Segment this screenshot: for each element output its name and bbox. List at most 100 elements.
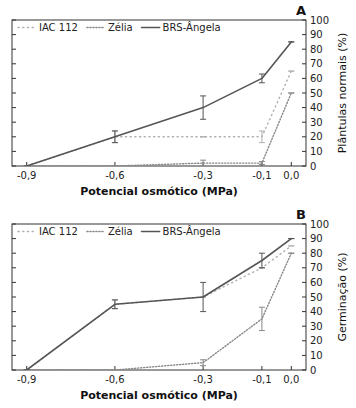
x-tick bbox=[291, 162, 292, 166]
legend-label: Zélia bbox=[108, 226, 133, 237]
y-tick bbox=[302, 93, 306, 94]
y-tick bbox=[12, 340, 16, 341]
series-line bbox=[27, 71, 292, 166]
y-tick bbox=[302, 34, 306, 35]
panel: -0,9-0,6-0,3-0,10,0010203040506070809010… bbox=[12, 207, 349, 402]
y-tick bbox=[12, 20, 16, 21]
y-tick bbox=[12, 238, 16, 239]
x-axis-label: Potencial osmótico (MPa) bbox=[80, 185, 238, 198]
panel-title: B bbox=[296, 207, 306, 222]
y-tick-label: 70 bbox=[310, 58, 323, 69]
y-tick-label: 100 bbox=[310, 219, 329, 230]
y-tick bbox=[302, 20, 306, 21]
y-tick bbox=[12, 49, 16, 50]
series bbox=[24, 93, 295, 166]
x-tick-label: 0,0 bbox=[283, 170, 299, 181]
panel-title: A bbox=[296, 3, 306, 18]
y-tick bbox=[302, 78, 306, 79]
x-tick bbox=[261, 366, 262, 370]
legend: IAC 112 Zélia BRS-Ângela bbox=[18, 225, 221, 237]
y-tick-label: 0 bbox=[310, 161, 316, 172]
legend-swatch bbox=[18, 27, 36, 28]
y-tick bbox=[302, 166, 306, 167]
legend-label: BRS-Ângela bbox=[163, 225, 221, 237]
y-tick bbox=[302, 49, 306, 50]
y-tick bbox=[12, 34, 16, 35]
x-tick-label: -0,9 bbox=[17, 374, 37, 385]
y-tick bbox=[12, 224, 16, 225]
series bbox=[24, 246, 295, 370]
x-tick bbox=[203, 366, 204, 370]
y-tick bbox=[12, 267, 16, 268]
error-bar bbox=[259, 267, 265, 268]
y-tick bbox=[302, 253, 306, 254]
y-tick bbox=[302, 297, 306, 298]
x-axis-label: Potencial osmótico (MPa) bbox=[80, 389, 238, 402]
figure: -0,9 -0,6 -0,3 -0,1 0,0 0 10 20 30 40 50 60 70 80 90 10… bbox=[0, 0, 356, 408]
y-tick bbox=[302, 340, 306, 341]
y-tick bbox=[302, 326, 306, 327]
x-tick-label: -0,6 bbox=[105, 374, 125, 385]
y-tick-label: 60 bbox=[310, 73, 323, 84]
y-tick-label: 0 bbox=[310, 365, 316, 376]
y-tick-label: 20 bbox=[310, 335, 323, 346]
y-tick-label: 30 bbox=[310, 321, 323, 332]
legend-swatch bbox=[87, 27, 105, 28]
y-tick bbox=[12, 282, 16, 283]
x-tick-label: -0,1 bbox=[252, 170, 272, 181]
y-tick-label: 60 bbox=[310, 277, 323, 288]
y-tick bbox=[302, 370, 306, 371]
y-tick bbox=[12, 78, 16, 79]
series bbox=[24, 253, 295, 370]
series bbox=[24, 42, 295, 166]
y-tick bbox=[12, 355, 16, 356]
y-tick-label: 20 bbox=[310, 131, 323, 142]
y-tick bbox=[302, 224, 306, 225]
y-tick-label: 10 bbox=[310, 146, 323, 157]
series-line bbox=[27, 246, 292, 370]
x-tick-label: -0,3 bbox=[193, 170, 213, 181]
y-tick bbox=[302, 282, 306, 283]
y-tick bbox=[12, 297, 16, 298]
y-tick bbox=[12, 370, 16, 371]
legend-label: BRS-Ângela bbox=[163, 21, 221, 33]
legend-swatch bbox=[18, 231, 36, 232]
y-tick-label: 90 bbox=[310, 233, 323, 244]
series bbox=[24, 239, 295, 370]
y-tick bbox=[302, 107, 306, 108]
panel: -0,9-0,6-0,3-0,10,0010203040506070809010… bbox=[12, 3, 349, 198]
y-tick-label: 40 bbox=[310, 306, 323, 317]
series-line bbox=[27, 93, 292, 166]
y-tick-label: 80 bbox=[310, 44, 323, 55]
y-tick bbox=[12, 63, 16, 64]
x-tick-label: -0,3 bbox=[193, 374, 213, 385]
y-tick bbox=[302, 355, 306, 356]
legend-swatch bbox=[142, 27, 160, 29]
legend-label: IAC 112 bbox=[39, 226, 78, 237]
y-tick-label: 10 bbox=[310, 350, 323, 361]
y-tick-label: 50 bbox=[310, 88, 323, 99]
x-tick-label: -0,9 bbox=[17, 170, 37, 181]
legend-label: Zélia bbox=[108, 22, 133, 33]
y-tick bbox=[12, 151, 16, 152]
error-bar bbox=[288, 93, 294, 94]
y-tick bbox=[302, 136, 306, 137]
y-tick bbox=[12, 311, 16, 312]
legend: IAC 112ZéliaBRS-Ângela bbox=[18, 21, 221, 33]
y-tick-label: 100 bbox=[310, 15, 329, 26]
y-tick bbox=[12, 122, 16, 123]
error-bar bbox=[288, 245, 294, 246]
x-tick bbox=[291, 366, 292, 370]
y-tick-label: 90 bbox=[310, 29, 323, 40]
y-tick-label: 50 bbox=[310, 292, 323, 303]
plot-area bbox=[24, 239, 295, 370]
y-axis-label: Plântulas normais (%) bbox=[336, 33, 349, 154]
series-line bbox=[27, 239, 292, 370]
series-line bbox=[27, 42, 292, 166]
y-tick bbox=[302, 311, 306, 312]
legend-swatch bbox=[87, 231, 105, 232]
x-tick-label: -0,1 bbox=[252, 374, 272, 385]
plot-area bbox=[24, 42, 295, 166]
y-tick bbox=[302, 63, 306, 64]
y-tick bbox=[12, 136, 16, 137]
